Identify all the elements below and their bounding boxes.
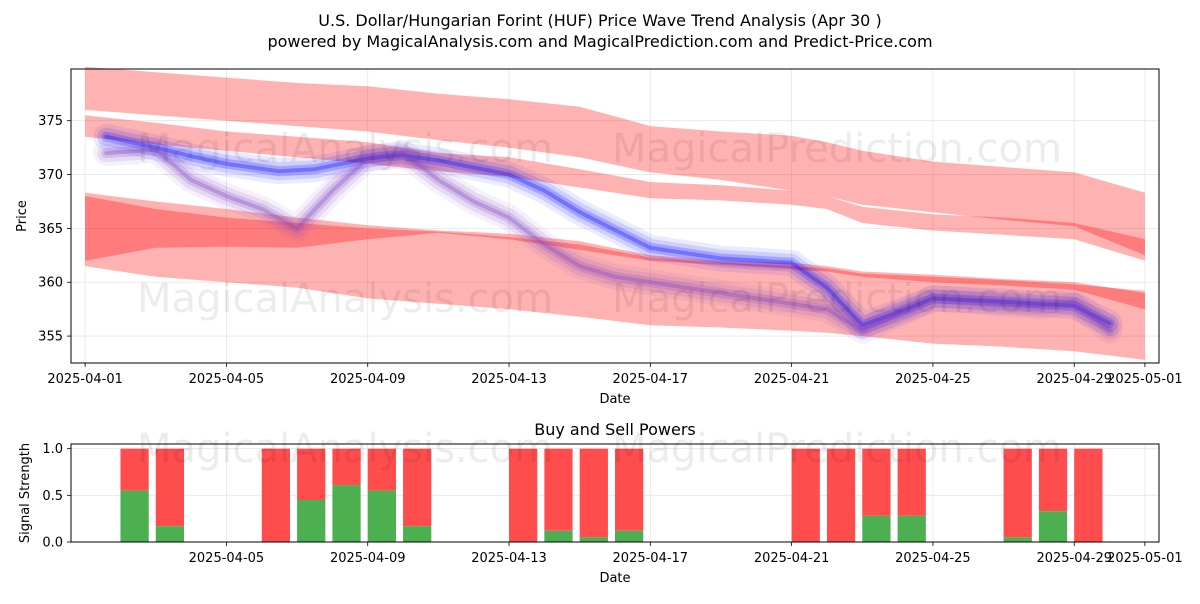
- watermark-top-right: MagicalPrediction.com: [612, 126, 1062, 172]
- sell-power-bar: [862, 448, 891, 516]
- wave-line-2-layer-3: [104, 134, 1112, 328]
- sell-power-bar: [1003, 448, 1032, 538]
- signal-x-tick-label: 2025-04-29: [1036, 551, 1112, 566]
- price-x-axis-label: Date: [599, 392, 630, 407]
- price-y-tick-label: 375: [38, 114, 63, 129]
- watermark-bottom-left: MagicalAnalysis.com: [137, 426, 553, 472]
- sell-power-bar: [1038, 448, 1068, 512]
- price-y-tick-label: 370: [38, 168, 63, 183]
- chart-title: U.S. Dollar/Hungarian Forint (HUF) Price…: [318, 11, 881, 30]
- buy-power-bar: [297, 500, 326, 542]
- chart-subtitle: powered by MagicalAnalysis.com and Magic…: [267, 32, 932, 51]
- wave-line-3-layer-0: [93, 136, 1123, 344]
- buy-power-bar: [544, 530, 573, 542]
- signal-x-tick-label: 2025-05-01: [1107, 551, 1183, 566]
- wave-band-outer-1: [85, 192, 1145, 360]
- sell-power-bar: [155, 448, 185, 527]
- wave-line-3-layer-3: [104, 147, 1112, 333]
- sell-power-bar: [261, 448, 291, 542]
- sell-power-bar: [897, 448, 926, 516]
- signal-chart-title: Buy and Sell Powers: [534, 420, 696, 439]
- signal-axis-ticks: 2025-04-05 2025-04-09 2025-04-13 2025-04-17…: [42, 442, 1182, 566]
- sell-power-bar: [579, 448, 608, 538]
- watermark-mid-right: MagicalPrediction.com: [612, 276, 1062, 322]
- signal-watermarks: MagicalAnalysis.com MagicalPrediction.co…: [137, 426, 1062, 472]
- price-y-tick-label: 365: [38, 222, 63, 237]
- price-x-tick-label: 2025-04-21: [754, 372, 830, 387]
- watermark-mid-left: MagicalAnalysis.com: [137, 276, 553, 322]
- buy-power-bar: [155, 526, 185, 542]
- signal-y-tick-label: 1.0: [42, 442, 63, 457]
- sell-power-bar: [1074, 448, 1103, 542]
- signal-x-tick-label: 2025-04-05: [189, 551, 265, 566]
- wave-line-3-layer-1: [97, 140, 1119, 340]
- price-wave-bands: [85, 66, 1145, 360]
- price-watermarks: MagicalAnalysis.com MagicalPrediction.co…: [137, 126, 1062, 322]
- signal-x-axis-label: Date: [599, 571, 630, 586]
- buy-power-bar: [615, 530, 644, 542]
- buy-power-bar: [1038, 511, 1068, 542]
- price-x-tick-label: 2025-04-01: [47, 372, 123, 387]
- wave-line-2-layer-0: [93, 123, 1123, 339]
- price-gridlines: [71, 69, 1159, 363]
- price-y-tick-label: 360: [38, 276, 63, 291]
- signal-x-tick-label: 2025-04-21: [754, 551, 830, 566]
- signal-y-axis-label: Signal Strength: [18, 443, 33, 543]
- signal-y-tick-label: 0.0: [42, 536, 63, 551]
- sell-power-bar: [791, 448, 820, 542]
- sell-power-bar: [544, 448, 573, 531]
- wave-line-3-layer-2: [101, 144, 1115, 336]
- price-x-tick-label: 2025-04-25: [895, 372, 971, 387]
- watermark-bottom-right: MagicalPrediction.com: [612, 426, 1062, 472]
- sell-power-bar: [297, 448, 326, 500]
- buy-power-bar: [403, 526, 432, 542]
- buy-power-bar: [897, 515, 926, 542]
- wave-line-2-layer-2: [101, 131, 1115, 331]
- signal-x-tick-label: 2025-04-13: [471, 551, 547, 566]
- sell-power-bar: [403, 448, 432, 527]
- watermark-top-left: MagicalAnalysis.com: [137, 126, 553, 172]
- price-x-tick-label: 2025-04-09: [330, 372, 406, 387]
- sell-power-bar: [826, 448, 856, 542]
- buy-power-bar: [367, 490, 396, 542]
- signal-y-tick-label: 0.5: [42, 489, 63, 504]
- signal-plot-frame: [70, 443, 1160, 543]
- price-y-axis-label: Price: [15, 200, 30, 232]
- buy-power-bar: [862, 515, 891, 542]
- sell-power-bar: [332, 448, 361, 486]
- buy-power-bar: [579, 537, 608, 542]
- price-plot-frame: [70, 68, 1160, 364]
- price-axis-ticks: 2025-04-01 2025-04-05 2025-04-09 2025-04-13…: [38, 114, 1182, 387]
- price-x-tick-label: 2025-04-29: [1036, 372, 1112, 387]
- signal-x-tick-label: 2025-04-17: [613, 551, 689, 566]
- wave-band-core-1: [85, 196, 1145, 310]
- wave-line-2-layer-1: [97, 127, 1119, 335]
- buy-power-bar: [120, 490, 149, 542]
- buy-power-bar: [332, 485, 361, 542]
- price-x-tick-label: 2025-04-13: [471, 372, 547, 387]
- price-y-tick-label: 355: [38, 330, 63, 345]
- price-x-tick-label: 2025-05-01: [1107, 372, 1183, 387]
- signal-bars: [120, 448, 1103, 542]
- signal-x-tick-label: 2025-04-25: [895, 551, 971, 566]
- sell-power-bar: [367, 448, 396, 491]
- wave-band-outer-0: [85, 66, 1145, 256]
- buy-power-bar: [1003, 537, 1032, 542]
- price-x-tick-label: 2025-04-17: [613, 372, 689, 387]
- signal-x-tick-label: 2025-04-09: [330, 551, 406, 566]
- sell-power-bar: [120, 448, 149, 491]
- wave-band-core-0: [85, 115, 1145, 261]
- price-x-tick-label: 2025-04-05: [189, 372, 265, 387]
- sell-power-bar: [509, 448, 538, 542]
- sell-power-bar: [615, 448, 644, 531]
